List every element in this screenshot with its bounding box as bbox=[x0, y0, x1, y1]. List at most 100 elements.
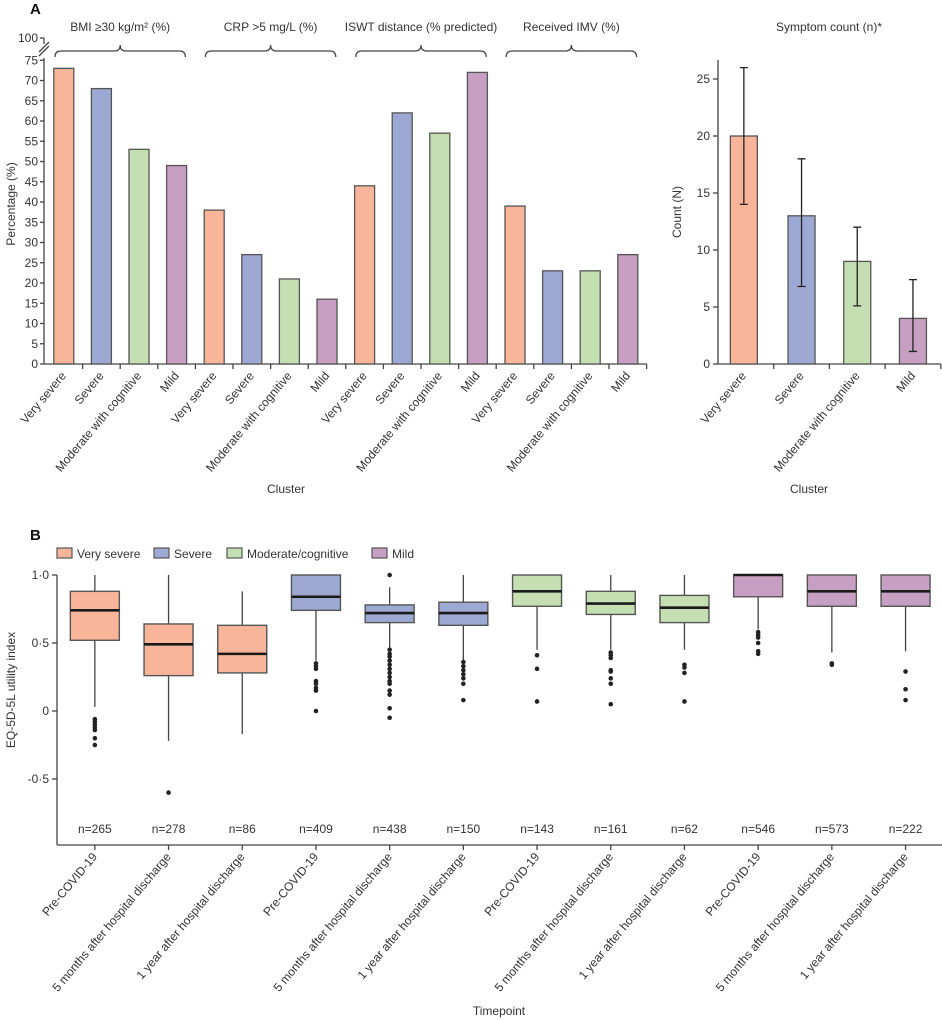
sample-size-label: n=265 bbox=[78, 822, 112, 836]
x-tick-label: Very severe bbox=[698, 369, 750, 427]
outlier-point bbox=[903, 697, 908, 703]
legend-label: Severe bbox=[174, 547, 212, 561]
bar bbox=[429, 132, 451, 365]
x-tick-label: Mild bbox=[893, 369, 918, 395]
bar bbox=[391, 112, 413, 365]
box-group bbox=[217, 591, 268, 735]
y-tick-label: 25 bbox=[697, 72, 711, 86]
sample-size-label: n=546 bbox=[741, 822, 775, 836]
x-tick-label: Pre-COVID-19 bbox=[481, 850, 542, 919]
bar bbox=[90, 87, 113, 365]
x-tick-label: 5 months after hospital discharge bbox=[50, 850, 175, 995]
sample-size-label: n=62 bbox=[671, 822, 698, 836]
outlier-point bbox=[387, 715, 392, 721]
bar bbox=[504, 205, 526, 365]
outlier-point bbox=[313, 708, 319, 714]
y-tick-label: 10 bbox=[697, 243, 711, 257]
box-group bbox=[659, 575, 710, 704]
outlier-point bbox=[608, 676, 614, 681]
outlier-point bbox=[387, 670, 392, 676]
error-bar bbox=[908, 278, 917, 353]
box bbox=[732, 574, 784, 598]
percentage-bar-chart: 100 0 5 10 15 20 25 30 35 40 45 50 55 60 65 70 75 BMI ≥30… bbox=[4, 20, 648, 496]
outlier-point bbox=[755, 640, 761, 646]
y-tick-label: 55 bbox=[25, 134, 39, 148]
outlier-point bbox=[608, 681, 614, 687]
box-group bbox=[880, 574, 931, 703]
box-group bbox=[364, 572, 415, 721]
box-group bbox=[511, 574, 563, 704]
x-tick-label: Mild bbox=[307, 369, 332, 395]
outlier-point bbox=[755, 635, 761, 640]
outlier-point bbox=[534, 652, 540, 658]
y-axis-title: Percentage (%) bbox=[4, 162, 18, 245]
y-tick-label: 60 bbox=[25, 114, 39, 128]
legend-label: Mild bbox=[392, 547, 414, 561]
y-tick-label: 40 bbox=[25, 195, 39, 209]
y-tick-label: 100 bbox=[18, 31, 38, 45]
outlier-point bbox=[461, 671, 466, 677]
x-tick-label: Pre-COVID-19 bbox=[260, 850, 321, 919]
x-tick-label: Severe bbox=[222, 369, 257, 407]
bar bbox=[466, 71, 489, 365]
outlier-point bbox=[534, 666, 540, 672]
group-brace bbox=[54, 44, 187, 58]
outlier-point bbox=[387, 705, 392, 711]
outlier-point bbox=[92, 742, 98, 748]
box bbox=[69, 590, 121, 641]
outlier-point bbox=[461, 697, 466, 703]
legend-swatch bbox=[153, 547, 170, 559]
outlier-point bbox=[608, 701, 614, 707]
outlier-point bbox=[387, 692, 392, 697]
x-tick-label: 5 months after hospital discharge bbox=[492, 850, 617, 995]
outlier-point bbox=[608, 669, 614, 674]
outlier-point bbox=[387, 662, 392, 668]
sample-size-label: n=150 bbox=[446, 822, 480, 836]
y-tick-label: 20 bbox=[697, 129, 711, 143]
x-tick-label: Mild bbox=[157, 369, 182, 395]
x-tick-label: 5 months after hospital discharge bbox=[713, 850, 838, 995]
box-group bbox=[143, 575, 194, 795]
y-tick-label: -0·5 bbox=[28, 772, 50, 786]
sample-size-label: n=573 bbox=[815, 822, 849, 836]
outlier-point bbox=[313, 688, 319, 693]
sample-size-label: n=143 bbox=[520, 822, 554, 836]
y-tick-label: 0 bbox=[42, 704, 49, 718]
box bbox=[659, 594, 710, 624]
bar bbox=[203, 209, 225, 365]
panel-b-label: B bbox=[30, 527, 41, 544]
y-tick-label: 5 bbox=[31, 337, 38, 351]
error-bar bbox=[797, 158, 806, 288]
outlier-point bbox=[608, 655, 614, 661]
y-tick-label: 30 bbox=[25, 236, 39, 250]
outlier-point bbox=[166, 790, 171, 795]
outlier-point bbox=[461, 681, 466, 687]
sample-size-label: n=222 bbox=[889, 822, 923, 836]
box-group bbox=[732, 573, 784, 657]
outlier-point bbox=[387, 681, 392, 687]
y-tick-label: 20 bbox=[25, 276, 39, 290]
y-tick-label: 75 bbox=[25, 53, 39, 67]
bar bbox=[278, 278, 301, 365]
legend-swatch bbox=[371, 547, 388, 559]
y-tick-label: 35 bbox=[25, 215, 39, 229]
bar bbox=[241, 253, 263, 365]
outlier-point bbox=[903, 669, 908, 674]
y-tick-label: 45 bbox=[25, 175, 39, 189]
group-brace bbox=[355, 44, 487, 58]
sample-size-label: n=161 bbox=[594, 822, 628, 836]
legend-swatch bbox=[56, 547, 73, 559]
sample-size-label: n=278 bbox=[152, 822, 186, 836]
chart-title: Symptom count (n)* bbox=[776, 20, 882, 34]
bar bbox=[165, 164, 188, 365]
x-tick-label: 5 months after hospital discharge bbox=[271, 850, 396, 995]
error-bar bbox=[853, 226, 862, 307]
outlier-point bbox=[903, 686, 908, 692]
group-brace bbox=[204, 44, 337, 58]
outlier-point bbox=[829, 662, 835, 668]
group-label: ISWT distance (% predicted) bbox=[345, 20, 498, 34]
box bbox=[290, 574, 342, 612]
outlier-point bbox=[387, 654, 392, 659]
bar bbox=[579, 270, 601, 365]
outlier-point bbox=[387, 647, 392, 653]
